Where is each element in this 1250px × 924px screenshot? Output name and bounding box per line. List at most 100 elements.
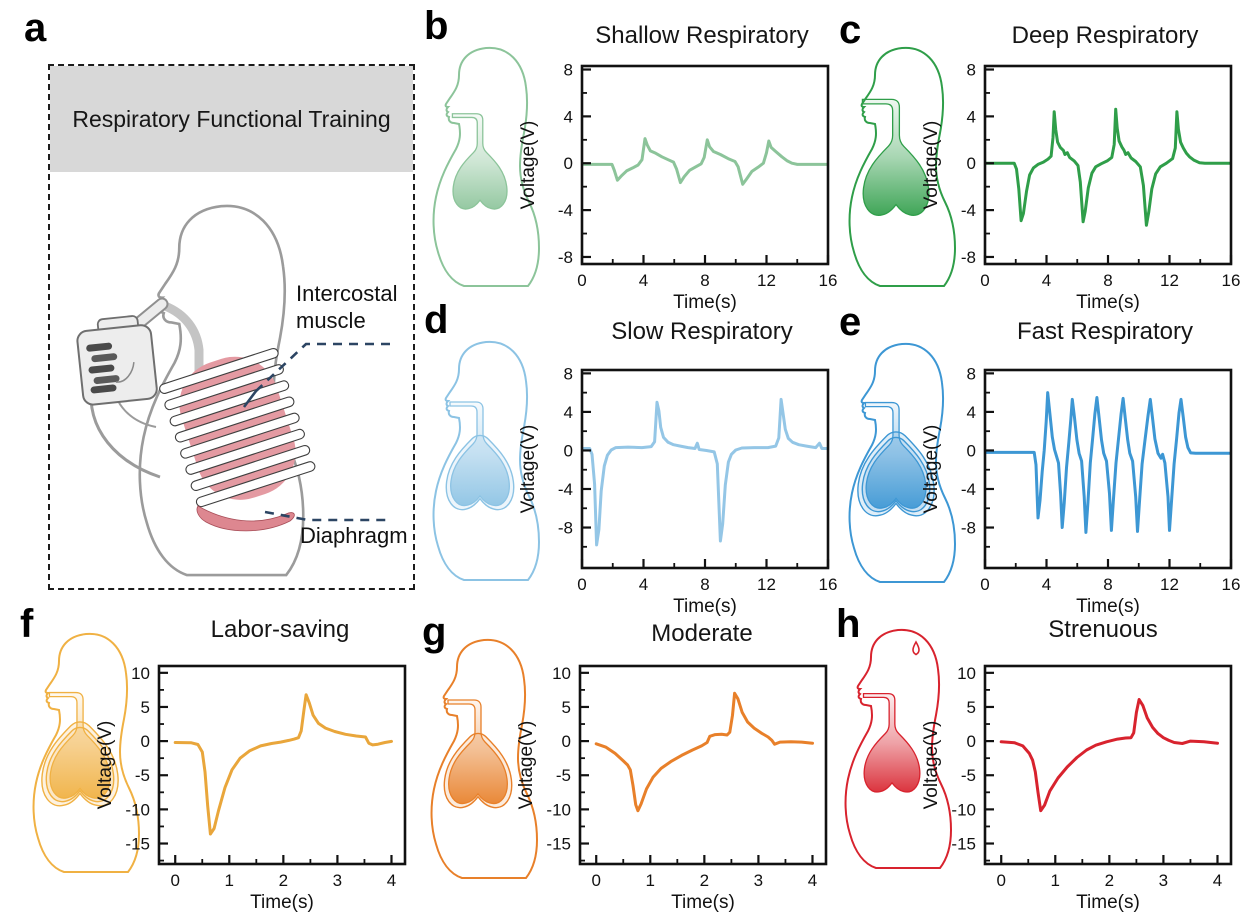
y-axis-label: Voltage(V): [518, 425, 539, 514]
panel-label-f: f: [20, 602, 34, 646]
panel-label-b: b: [424, 4, 449, 48]
y-axis-label: Voltage(V): [921, 425, 942, 514]
svg-text:0: 0: [967, 732, 976, 751]
svg-text:16: 16: [819, 575, 838, 594]
svg-text:8: 8: [564, 364, 573, 383]
svg-text:0: 0: [967, 441, 976, 460]
title-labor-saving: Labor-saving: [210, 616, 350, 643]
chart-moderate: 0 1 2 3 4 10 5 0 -5 -10 -15 Time(s) Voltage(V): [516, 664, 828, 913]
data-line-f: [173, 693, 393, 836]
svg-text:12: 12: [757, 271, 776, 290]
svg-text:5: 5: [141, 698, 150, 717]
title-deep-respiratory: Deep Respiratory: [1011, 22, 1199, 49]
figure-slow-person: [432, 340, 541, 581]
x-axis-label: Time(s): [673, 292, 737, 313]
svg-text:10: 10: [957, 664, 976, 683]
svg-text:4: 4: [639, 575, 648, 594]
lung-airway-shape: [451, 113, 508, 210]
svg-text:-5: -5: [135, 766, 150, 785]
svg-text:10: 10: [552, 664, 571, 683]
svg-text:4: 4: [564, 107, 573, 126]
svg-text:-4: -4: [558, 480, 573, 499]
x-axis-label: Time(s): [1076, 292, 1140, 313]
figure-deep-person: [848, 46, 957, 287]
svg-text:4: 4: [808, 871, 817, 890]
data-line-d: [582, 397, 828, 547]
lung-airway-shape: [861, 98, 930, 216]
svg-text:1: 1: [646, 871, 655, 890]
svg-text:4: 4: [967, 403, 976, 422]
y-axis-label: Voltage(V): [95, 721, 116, 810]
x-axis-label: Time(s): [1076, 596, 1140, 617]
svg-text:-15: -15: [546, 835, 571, 854]
y-axis-label: Voltage(V): [516, 721, 537, 810]
svg-text:-8: -8: [558, 248, 573, 267]
figure-moderate-person: [430, 638, 539, 879]
lung-airway-shape: [864, 401, 927, 509]
title-strenuous: Strenuous: [1048, 616, 1158, 643]
svg-text:-15: -15: [951, 835, 976, 854]
svg-text:0: 0: [980, 575, 989, 594]
svg-text:4: 4: [967, 107, 976, 126]
svg-text:16: 16: [1222, 271, 1241, 290]
svg-text:8: 8: [700, 575, 709, 594]
title-fast-respiratory: Fast Respiratory: [1016, 318, 1194, 345]
svg-text:2: 2: [279, 871, 288, 890]
svg-text:16: 16: [819, 271, 838, 290]
svg-text:0: 0: [591, 871, 600, 890]
svg-text:8: 8: [967, 61, 976, 80]
svg-text:-10: -10: [951, 800, 976, 819]
training-banner-title: Respiratory Functional Training: [72, 105, 391, 132]
lung-airway-shape: [48, 691, 111, 799]
title-moderate: Moderate: [651, 620, 753, 647]
svg-text:0: 0: [564, 441, 573, 460]
trachea-tube: [160, 301, 204, 379]
svg-text:-15: -15: [125, 835, 150, 854]
data-line-e: [985, 391, 1231, 534]
svg-text:0: 0: [577, 575, 586, 594]
svg-text:0: 0: [996, 871, 1005, 890]
svg-text:10: 10: [131, 664, 150, 683]
chart-fast-respiratory: 0 4 8 12 16 8 4 0 -4 -8 Time(s) Voltage(V): [921, 364, 1240, 617]
chart-deep-respiratory: 0 4 8 12 16 8 4 0 -4 -8 Time(s) Voltage(V): [921, 61, 1240, 313]
training-panel-box: Respiratory Functional Training: [48, 64, 415, 590]
svg-text:-5: -5: [556, 766, 571, 785]
training-banner: Respiratory Functional Training: [50, 66, 413, 172]
chart-shallow-respiratory: 0 4 8 12 16 8 4 0 -4 -8 Time(s) Voltage(V): [518, 61, 837, 313]
svg-text:12: 12: [1160, 575, 1179, 594]
figure-strenuous-person: [844, 628, 953, 869]
device-spring-coil: [86, 342, 120, 394]
training-illustration: [76, 204, 392, 577]
svg-text:-8: -8: [558, 519, 573, 538]
svg-text:-10: -10: [125, 800, 150, 819]
title-shallow-respiratory: Shallow Respiratory: [595, 22, 809, 49]
svg-text:2: 2: [1105, 871, 1114, 890]
intercostal-leader-line: [254, 342, 390, 393]
svg-text:4: 4: [1042, 575, 1051, 594]
y-axis-label: Voltage(V): [921, 721, 942, 810]
svg-text:-4: -4: [558, 201, 573, 220]
svg-text:0: 0: [564, 154, 573, 173]
diaphragm-leader-line: [264, 510, 392, 522]
panel-label-a: a: [24, 6, 47, 50]
svg-text:0: 0: [980, 271, 989, 290]
svg-text:-8: -8: [961, 519, 976, 538]
svg-text:-4: -4: [961, 480, 976, 499]
x-axis-label: Time(s): [250, 892, 314, 913]
svg-text:0: 0: [562, 732, 571, 751]
svg-text:4: 4: [387, 871, 396, 890]
svg-text:-8: -8: [961, 248, 976, 267]
panel-label-e: e: [839, 300, 862, 344]
intercostal-leader-arrow: [242, 390, 258, 408]
svg-text:3: 3: [333, 871, 342, 890]
svg-text:5: 5: [967, 698, 976, 717]
chart-slow-respiratory: 0 4 8 12 16 8 4 0 -4 -8 Time(s) Voltage(V): [518, 364, 837, 617]
annotation-intercostal-muscle: Intercostal muscle: [296, 281, 398, 333]
svg-text:0: 0: [141, 732, 150, 751]
x-axis-label: Time(s): [1076, 892, 1140, 913]
svg-text:2: 2: [700, 871, 709, 890]
svg-text:0: 0: [577, 271, 586, 290]
svg-text:0: 0: [967, 154, 976, 173]
svg-text:3: 3: [1159, 871, 1168, 890]
sweat-drop-icon: [912, 640, 920, 656]
